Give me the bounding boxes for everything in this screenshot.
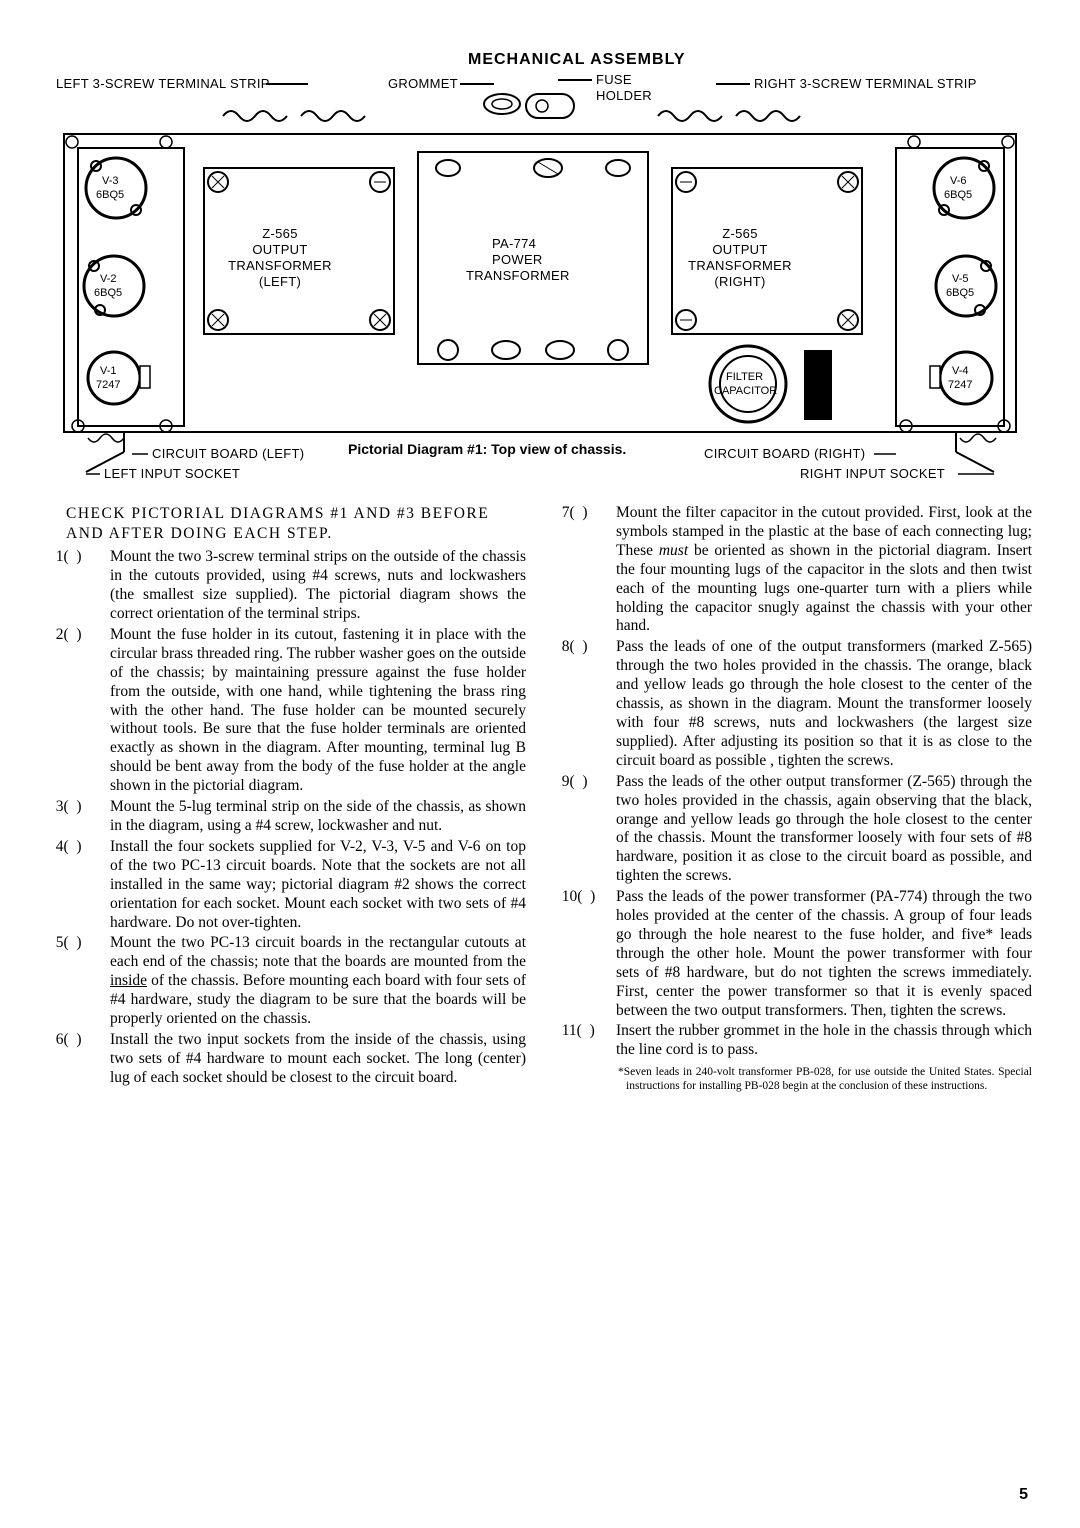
step-item: 2( ) Mount the fuse holder in its cutout… [48,626,526,796]
svg-text:Z-565: Z-565 [722,226,757,241]
svg-text:V-3: V-3 [102,175,119,187]
mechanical-assembly-diagram: MECHANICAL ASSEMBLY LEFT 3-SCREW TERMINA… [48,48,1032,488]
step-item: 3( ) Mount the 5-lug terminal strip on t… [48,798,526,836]
svg-text:PA-774: PA-774 [492,236,536,251]
diagram-title: MECHANICAL ASSEMBLY [468,51,686,68]
step-item: 6( ) Install the two input sockets from … [48,1031,526,1088]
right-column: 7( ) Mount the filter capacitor in the c… [554,504,1032,1093]
step-item: 10( ) Pass the leads of the power transf… [554,888,1032,1020]
fuse-label: FUSE [596,72,632,87]
grommet-icon [484,94,520,114]
svg-text:V-5: V-5 [952,273,969,285]
svg-text:(LEFT): (LEFT) [259,274,301,289]
circuit-board-left-label: CIRCUIT BOARD (LEFT) [152,446,304,461]
svg-text:7247: 7247 [948,379,972,391]
v2-socket-icon: V-2 6BQ5 [84,256,144,316]
v1-socket-icon: V-1 7247 [88,352,150,404]
step-item: 11( ) Insert the rubber grommet in the h… [554,1022,1032,1060]
svg-text:V-6: V-6 [950,175,967,187]
circuit-board-right-label: CIRCUIT BOARD (RIGHT) [704,446,865,461]
svg-text:POWER: POWER [492,252,543,267]
page-number: 5 [1019,1486,1028,1504]
svg-text:V-2: V-2 [100,273,117,285]
svg-text:(RIGHT): (RIGHT) [714,274,765,289]
svg-text:CAPACITOR: CAPACITOR [714,385,777,397]
svg-text:TRANSFORMER: TRANSFORMER [688,258,792,273]
v6-socket-icon: V-6 6BQ5 [934,158,994,218]
left-column: CHECK PICTORIAL DIAGRAMS #1 AND #3 BEFOR… [48,504,526,1093]
step-item: 8( ) Pass the leads of one of the output… [554,638,1032,770]
svg-text:6BQ5: 6BQ5 [94,287,122,299]
grommet-label: GROMMET [388,76,458,91]
svg-text:TRANSFORMER: TRANSFORMER [466,268,570,283]
step-item: 9( ) Pass the leads of the other output … [554,773,1032,886]
right-input-socket-label: RIGHT INPUT SOCKET [800,466,945,481]
svg-text:6BQ5: 6BQ5 [944,189,972,201]
filter-capacitor-icon: FILTER CAPACITOR [710,346,786,422]
left-terminal-label: LEFT 3-SCREW TERMINAL STRIP [56,76,270,91]
holder-label: HOLDER [596,88,652,103]
svg-text:V-4: V-4 [952,365,969,377]
v5-socket-icon: V-5 6BQ5 [936,256,996,316]
svg-text:TRANSFORMER: TRANSFORMER [228,258,332,273]
svg-text:OUTPUT: OUTPUT [712,242,767,257]
left-input-socket-label: LEFT INPUT SOCKET [104,466,240,481]
svg-text:6BQ5: 6BQ5 [946,287,974,299]
left-steps-list: 1( ) Mount the two 3-screw terminal stri… [48,548,526,1087]
fuse-holder-icon [526,94,574,118]
right-terminal-label: RIGHT 3-SCREW TERMINAL STRIP [754,76,977,91]
step-item: 7( ) Mount the filter capacitor in the c… [554,504,1032,636]
step-item: 4( ) Install the four sockets supplied f… [48,838,526,933]
svg-text:FILTER: FILTER [726,371,763,383]
step-item: 5( ) Mount the two PC-13 circuit boards … [48,934,526,1029]
svg-text:7247: 7247 [96,379,120,391]
svg-text:V-1: V-1 [100,365,117,377]
v4-socket-icon: V-4 7247 [930,352,992,404]
step-item: 1( ) Mount the two 3-screw terminal stri… [48,548,526,624]
svg-text:Z-565: Z-565 [262,226,297,241]
v3-socket-icon: V-3 6BQ5 [86,158,146,218]
intro-text: CHECK PICTORIAL DIAGRAMS #1 AND #3 BEFOR… [66,504,526,544]
right-steps-list: 7( ) Mount the filter capacitor in the c… [554,504,1032,1060]
diagram-caption: Pictorial Diagram #1: Top view of chassi… [348,441,626,457]
svg-text:6BQ5: 6BQ5 [96,189,124,201]
footnote-text: *Seven leads in 240-volt transformer PB-… [554,1066,1032,1092]
svg-text:OUTPUT: OUTPUT [252,242,307,257]
instruction-columns: CHECK PICTORIAL DIAGRAMS #1 AND #3 BEFOR… [48,504,1032,1093]
